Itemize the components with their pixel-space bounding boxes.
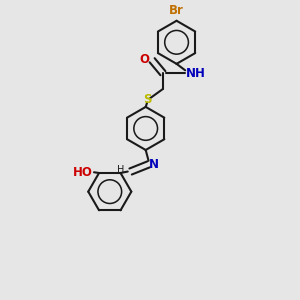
Text: Br: Br — [169, 4, 184, 17]
Text: S: S — [143, 93, 152, 106]
Text: O: O — [139, 53, 149, 66]
Text: N: N — [149, 158, 159, 171]
Text: NH: NH — [186, 67, 206, 80]
Text: H: H — [118, 165, 125, 175]
Text: HO: HO — [73, 166, 93, 179]
